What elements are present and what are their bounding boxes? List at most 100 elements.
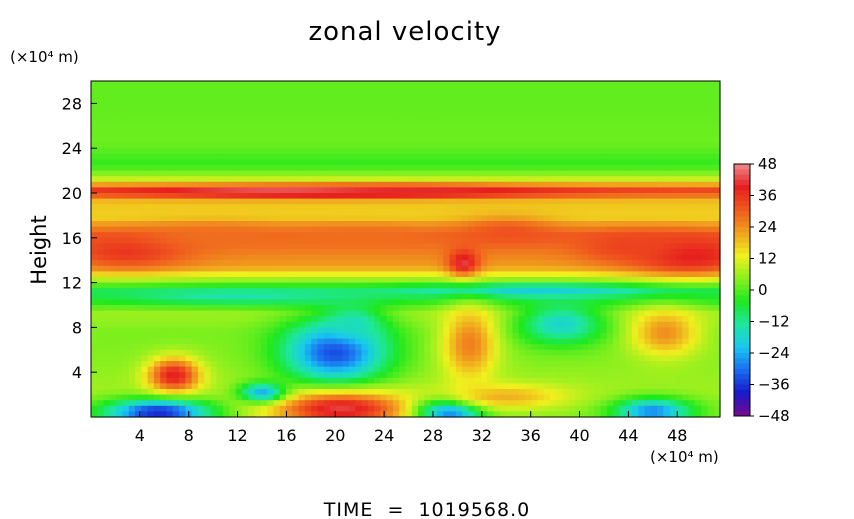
- heatmap-cell: [638, 198, 646, 205]
- heatmap-cell: [147, 170, 155, 177]
- heatmap-cell: [493, 305, 501, 312]
- heatmap-cell: [575, 349, 583, 356]
- heatmap-cell: [392, 148, 400, 155]
- heatmap-cell: [600, 232, 608, 239]
- heatmap-cell: [248, 159, 256, 166]
- heatmap-cell: [550, 125, 558, 132]
- heatmap-cell: [317, 125, 325, 132]
- heatmap-cell: [374, 131, 381, 138]
- heatmap-cell: [462, 204, 469, 211]
- heatmap-cell: [160, 92, 168, 99]
- heatmap-cell: [531, 86, 539, 93]
- heatmap-cell: [116, 165, 124, 172]
- heatmap-cell: [235, 137, 243, 144]
- heatmap-cell: [260, 221, 268, 228]
- heatmap-cell: [493, 165, 501, 172]
- heatmap-cell: [160, 193, 168, 200]
- heatmap-cell: [531, 215, 539, 222]
- heatmap-cell: [688, 321, 696, 328]
- heatmap-cell: [688, 92, 696, 99]
- heatmap-cell: [179, 198, 186, 205]
- heatmap-cell: [474, 215, 482, 222]
- heatmap-cell: [543, 277, 551, 284]
- heatmap-cell: [418, 344, 425, 351]
- heatmap-cell: [430, 333, 438, 340]
- heatmap-cell: [185, 355, 193, 362]
- heatmap-cell: [116, 142, 124, 149]
- heatmap-cell: [468, 148, 476, 155]
- heatmap-cell: [229, 193, 237, 200]
- heatmap-cell: [179, 355, 186, 362]
- heatmap-cell: [550, 344, 558, 351]
- heatmap-cell: [675, 193, 683, 200]
- heatmap-cell: [405, 165, 413, 172]
- heatmap-cell: [600, 86, 608, 93]
- heatmap-cell: [153, 209, 161, 216]
- heatmap-cell: [380, 198, 388, 205]
- heatmap-cell: [663, 81, 671, 88]
- heatmap-cell: [518, 148, 526, 155]
- heatmap-cell: [631, 316, 639, 323]
- heatmap-cell: [91, 237, 98, 244]
- heatmap-cell: [342, 243, 350, 250]
- heatmap-cell: [311, 86, 319, 93]
- heatmap-cell: [380, 187, 388, 194]
- heatmap-cell: [474, 321, 482, 328]
- heatmap-cell: [707, 327, 715, 334]
- heatmap-cell: [361, 114, 369, 121]
- heatmap-cell: [531, 305, 539, 312]
- heatmap-cell: [292, 243, 300, 250]
- heatmap-cell: [191, 86, 199, 93]
- heatmap-cell: [405, 81, 413, 88]
- heatmap-cell: [694, 97, 702, 104]
- heatmap-cell: [487, 170, 495, 177]
- heatmap-cell: [348, 271, 356, 278]
- heatmap-cell: [223, 170, 230, 177]
- heatmap-cell: [707, 271, 715, 278]
- heatmap-cell: [449, 215, 457, 222]
- heatmap-cell: [336, 265, 344, 272]
- heatmap-cell: [311, 355, 319, 362]
- heatmap-cell: [147, 344, 155, 351]
- heatmap-cell: [436, 243, 444, 250]
- heatmap-cell: [197, 103, 205, 110]
- heatmap-cell: [97, 333, 105, 340]
- heatmap-cell: [449, 249, 457, 256]
- heatmap-cell: [657, 271, 664, 278]
- heatmap-cell: [430, 232, 438, 239]
- heatmap-cell: [675, 221, 683, 228]
- heatmap-cell: [317, 215, 325, 222]
- heatmap-cell: [606, 316, 614, 323]
- heatmap-cell: [556, 349, 564, 356]
- heatmap-cell: [116, 81, 124, 88]
- heatmap-cell: [499, 125, 507, 132]
- heatmap-cell: [468, 265, 476, 272]
- heatmap-cell: [487, 176, 495, 183]
- heatmap-cell: [392, 344, 400, 351]
- heatmap-cell: [128, 271, 136, 278]
- heatmap-cell: [587, 187, 595, 194]
- heatmap-cell: [260, 277, 268, 284]
- heatmap-cell: [537, 249, 545, 256]
- heatmap-cell: [537, 103, 545, 110]
- heatmap-cell: [304, 176, 312, 183]
- heatmap-cell: [499, 181, 507, 188]
- heatmap-cell: [210, 193, 218, 200]
- heatmap-cell: [374, 198, 381, 205]
- heatmap-cell: [355, 97, 363, 104]
- heatmap-cell: [153, 81, 161, 88]
- heatmap-cell: [468, 288, 476, 295]
- heatmap-cell: [713, 92, 721, 99]
- heatmap-cell: [273, 193, 281, 200]
- heatmap-cell: [688, 316, 696, 323]
- heatmap-cell: [128, 305, 136, 312]
- heatmap-cell: [374, 142, 381, 149]
- heatmap-cell: [638, 165, 646, 172]
- heatmap-cell: [562, 159, 570, 166]
- heatmap-cell: [254, 344, 262, 351]
- heatmap-cell: [229, 344, 237, 351]
- heatmap-cell: [116, 327, 124, 334]
- heatmap-cell: [713, 153, 721, 160]
- heatmap-cell: [569, 148, 576, 155]
- heatmap-cell: [581, 187, 589, 194]
